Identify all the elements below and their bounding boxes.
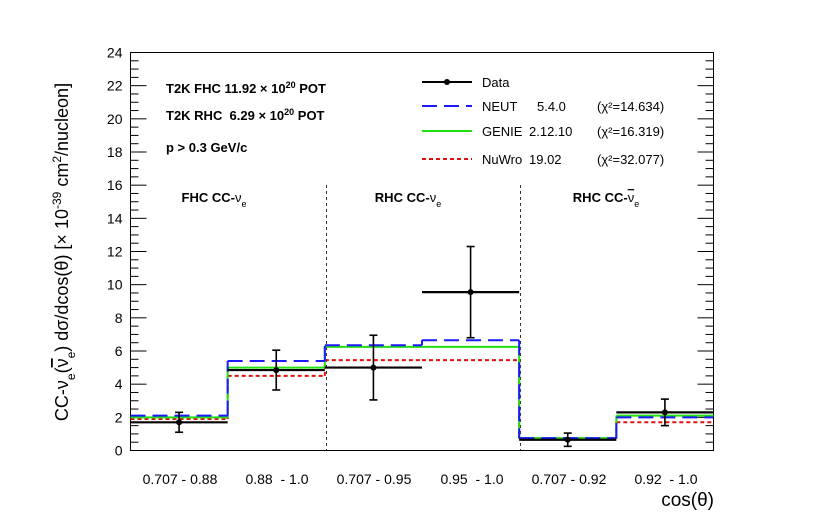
legend: Data NEUT 5.4.0 (χ²=14.634) GENIE 2.12.1…: [422, 75, 664, 167]
y-tick-label: 8: [115, 310, 123, 326]
region-label-nu: ν: [235, 190, 242, 205]
x-bin-labels: 0.707 - 0.88 0.88 - 1.0 0.707 - 0.95 0.9…: [143, 471, 698, 487]
annotation-text: POT: [294, 108, 324, 123]
annotation-fhc-pot: T2K FHC 11.92 × 1020 POT: [166, 80, 326, 96]
region-label-nubar: ν: [628, 190, 635, 205]
data-point-group: [227, 349, 325, 391]
y-title-nubar: ν: [52, 358, 72, 367]
annotation-rhc-pot: T2K RHC 6.29 × 1020 POT: [166, 107, 325, 123]
region-label-sub: e: [436, 199, 441, 209]
data-point: [661, 409, 668, 416]
y-title-part: cm: [52, 163, 72, 192]
data-point-group: [519, 432, 617, 448]
region-label-sub: e: [634, 199, 639, 209]
annotation-sup: 20: [286, 80, 296, 90]
legend-entry-data: Data: [422, 75, 510, 90]
series-nuwro: [130, 359, 714, 440]
y-tick-label: 22: [107, 78, 123, 94]
legend-version: 19.02: [529, 152, 562, 167]
y-title-part: CC-ν: [52, 380, 72, 421]
y-tick-label: 10: [107, 277, 123, 293]
legend-chi2: (χ²=14.634): [597, 99, 664, 114]
region-label-text: RHC CC-: [573, 190, 628, 205]
legend-label: NuWro: [482, 152, 522, 167]
data-point: [467, 289, 474, 296]
y-tick-label: 20: [107, 111, 123, 127]
y-title-sub: e: [64, 373, 78, 380]
mc-series-layer: [130, 339, 714, 440]
y-title-part: ) dσ/dcos(θ) [× 10: [52, 209, 72, 352]
y-tick-label: 18: [107, 144, 123, 160]
data-point: [370, 364, 377, 371]
data-point-group: [422, 245, 520, 339]
y-tick-label: 24: [107, 45, 123, 61]
annotation-text: T2K RHC 6.29 × 10: [166, 108, 284, 123]
region-label-text: RHC CC-: [375, 190, 430, 205]
data-points-layer: [130, 245, 714, 448]
legend-label: NEUT: [482, 99, 517, 114]
bin-label: 0.707 - 0.95: [337, 471, 412, 487]
y-title-sup: -39: [50, 191, 64, 209]
bin-label: 0.95 - 1.0: [440, 471, 503, 487]
region-label-sub: e: [241, 199, 246, 209]
y-axis-left-ticks: [130, 52, 147, 451]
region-label-rhc-nuebar: RHC CC-νe: [573, 190, 639, 209]
y-tick-label: 12: [107, 244, 123, 260]
annotation-text: POT: [296, 81, 326, 96]
legend-label: Data: [482, 75, 510, 90]
legend-version: 5.4.0: [537, 99, 566, 114]
bin-label: 0.92 - 1.0: [634, 471, 697, 487]
y-axis-title: CC-νe(νe) dσ/dcos(θ) [× 10-39 cm2/nucleo…: [50, 83, 78, 421]
legend-data-marker: [444, 79, 450, 85]
legend-version: 2.12.10: [529, 124, 572, 139]
data-point: [564, 436, 571, 443]
region-label-nu: ν: [430, 190, 437, 205]
bin-label: 0.88 - 1.0: [245, 471, 308, 487]
y-tick-label: 16: [107, 177, 123, 193]
data-point-group: [616, 398, 714, 427]
y-tick-label: 4: [115, 376, 123, 392]
y-axis-right-ticks: [697, 52, 714, 451]
y-tick-label: 0: [115, 443, 123, 459]
annotation-sup: 20: [284, 107, 294, 117]
data-point-group: [130, 411, 228, 434]
legend-chi2: (χ²=32.077): [597, 152, 664, 167]
legend-label: GENIE: [482, 124, 523, 139]
data-point-group: [324, 334, 422, 401]
annotation-text: T2K FHC 11.92 × 10: [166, 81, 286, 96]
data-point: [273, 367, 280, 374]
y-title-part: (: [52, 367, 72, 373]
legend-entry-neut: NEUT 5.4.0 (χ²=14.634): [422, 99, 664, 114]
bin-label: 0.707 - 0.92: [532, 471, 607, 487]
annotation-momentum-cut: p > 0.3 GeV/c: [166, 140, 247, 155]
y-title-part: /nucleon]: [52, 83, 72, 156]
legend-chi2: (χ²=16.319): [597, 124, 664, 139]
legend-entry-genie: GENIE 2.12.10 (χ²=16.319): [422, 124, 664, 139]
region-label-fhc-nue: FHC CC-νe: [182, 190, 247, 209]
x-axis-title: cos(θ): [661, 490, 714, 511]
y-title-sup: 2: [50, 156, 64, 163]
data-point: [176, 419, 183, 426]
region-label-rhc-nue: RHC CC-νe: [375, 190, 441, 209]
y-tick-label: 6: [115, 343, 123, 359]
y-title-sub: e: [64, 351, 78, 358]
bin-label: 0.707 - 0.88: [143, 471, 218, 487]
y-tick-label: 2: [115, 409, 123, 425]
legend-entry-nuwro: NuWro 19.02 (χ²=32.077): [422, 152, 664, 167]
region-label-text: FHC CC-: [182, 190, 235, 205]
y-tick-label: 14: [107, 210, 123, 226]
